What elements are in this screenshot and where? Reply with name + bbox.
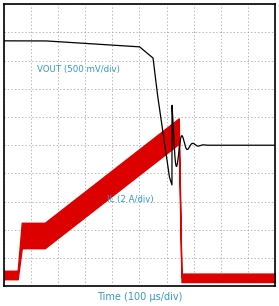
- Text: IL (2 A/div): IL (2 A/div): [107, 195, 154, 204]
- X-axis label: Time (100 μs/div): Time (100 μs/div): [97, 292, 182, 302]
- Text: VOUT (500 mV/div): VOUT (500 mV/div): [37, 65, 119, 74]
